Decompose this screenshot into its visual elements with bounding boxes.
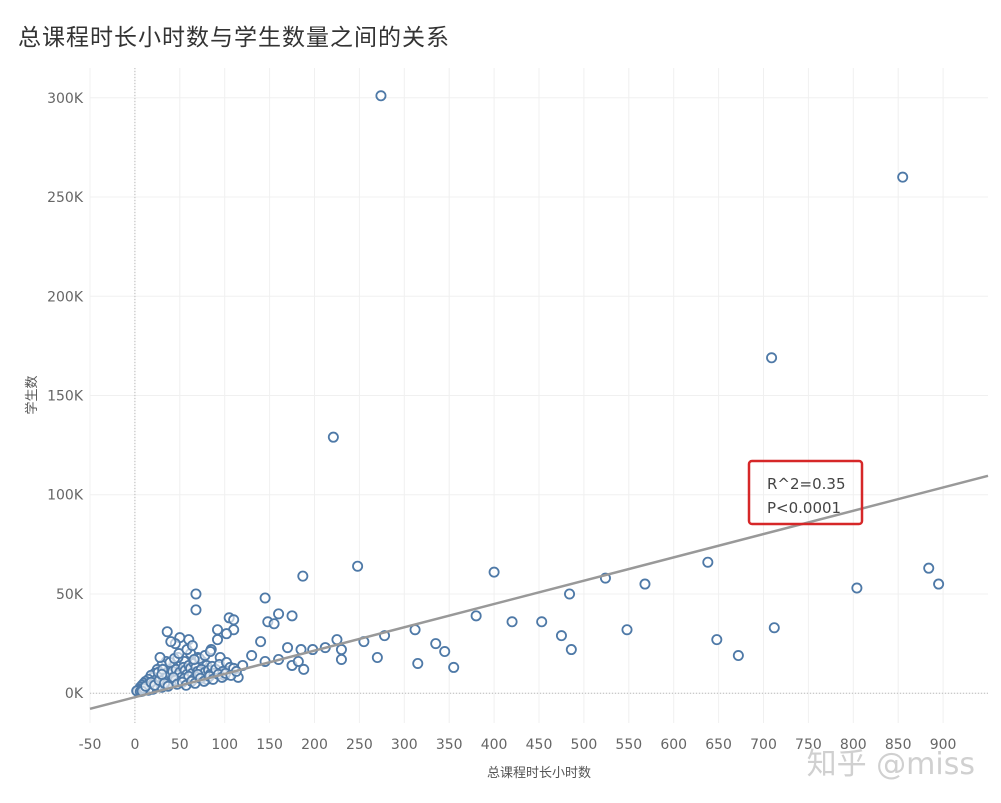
data-point [732,650,744,662]
x-tick-label: 500 [571,737,598,753]
y-axis-ticks: 0K 50K 100K 150K 200K 250K 300K [47,91,84,702]
x-tick-label: 350 [436,737,463,753]
data-point [371,652,383,664]
x-axis-label: 总课程时长小时数 [487,766,591,781]
x-tick-label: 50 [171,737,189,753]
data-point [190,588,202,600]
data-point [335,653,347,665]
data-point [412,657,424,669]
x-tick-label: 600 [660,737,687,753]
data-point [448,661,460,673]
grid-lines [89,68,988,723]
data-point [165,636,177,648]
data-point [565,644,577,656]
data-point [488,566,500,578]
data-point [621,624,633,636]
data-point [292,655,304,667]
x-tick-label: -50 [79,737,102,753]
trend-line [89,474,989,711]
data-points [131,90,945,698]
x-tick-label: 550 [615,737,642,753]
data-point [639,578,651,590]
data-point [506,616,518,628]
data-point [564,588,576,600]
y-tick-label: 50K [56,587,84,603]
data-point [439,646,451,658]
data-point [161,626,173,638]
watermark: 知乎 @miss [807,747,975,782]
data-point [851,582,863,594]
x-tick-label: 650 [705,737,732,753]
x-axis-ticks: -50 0 50 100 150 200 250 300 350 400 450 500 550 600 6… [79,737,957,753]
data-point [259,592,271,604]
y-tick-label: 200K [47,289,84,305]
y-tick-label: 100K [47,488,84,504]
data-point [702,556,714,568]
y-tick-label: 250K [47,190,84,206]
x-tick-label: 800 [840,737,867,753]
data-point [188,653,200,665]
x-tick-label: 700 [750,737,777,753]
data-point [711,634,723,646]
annotation-p-value: P<0.0001 [767,499,841,517]
data-point [470,610,482,622]
data-point [212,624,224,636]
data-point [923,562,935,574]
data-point [190,604,202,616]
y-axis-label: 学生数 [24,375,40,414]
data-point [933,578,945,590]
x-tick-label: 450 [526,737,553,753]
data-point [228,614,240,626]
data-point [220,628,232,640]
x-tick-label: 0 [130,737,139,753]
data-point [430,638,442,650]
data-point [327,431,339,443]
y-tick-label: 0K [65,686,84,702]
y-tick-label: 300K [47,91,84,107]
regression-annotation: R^2=0.35 P<0.0001 [747,459,864,526]
data-point [186,640,198,652]
data-point [298,663,310,675]
x-tick-label: 200 [301,737,328,753]
y-tick-label: 150K [47,389,84,405]
data-point [297,570,309,582]
annotation-r-squared: R^2=0.35 [767,475,846,493]
zero-reference-lines [90,68,988,723]
data-point [555,630,567,642]
data-point [352,560,364,572]
x-tick-label: 400 [481,737,508,753]
x-tick-label: 300 [391,737,418,753]
data-point [282,642,294,654]
data-point [212,634,224,646]
data-point [273,608,285,620]
data-point [286,610,298,622]
x-tick-label: 900 [930,737,957,753]
chart-title: 总课程时长小时数与学生数量之间的关系 [18,25,450,51]
data-point [246,650,258,662]
data-point [768,622,780,634]
data-point [154,652,166,664]
data-point [268,618,280,630]
x-tick-label: 150 [256,737,283,753]
data-point [766,352,778,364]
x-tick-label: 100 [211,737,238,753]
data-point [375,90,387,102]
data-point [335,644,347,656]
data-point [255,636,267,648]
data-point [204,646,216,658]
x-tick-label: 850 [885,737,912,753]
data-point [536,616,548,628]
annotation-box [747,459,864,526]
data-point [156,668,168,680]
data-point [897,171,909,183]
x-tick-label: 750 [795,737,822,753]
x-tick-label: 250 [346,737,373,753]
